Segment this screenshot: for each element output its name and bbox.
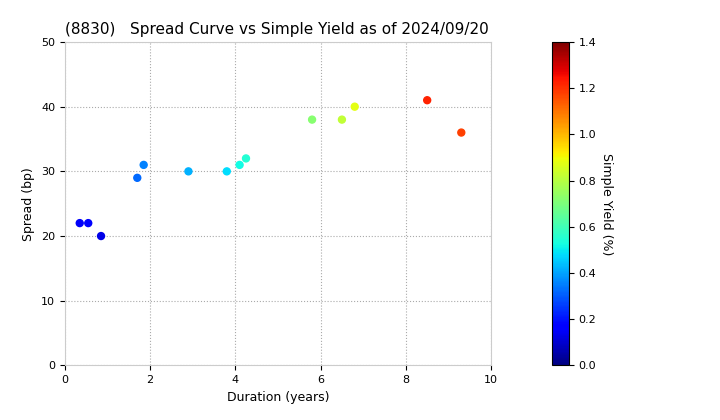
- Point: [456, 129, 467, 136]
- Y-axis label: Spread (bp): Spread (bp): [22, 167, 35, 241]
- Point: [234, 162, 246, 168]
- Text: (8830)   Spread Curve vs Simple Yield as of 2024/09/20: (8830) Spread Curve vs Simple Yield as o…: [65, 22, 489, 37]
- Point: [95, 233, 107, 239]
- Y-axis label: Simple Yield (%): Simple Yield (%): [600, 152, 613, 255]
- Point: [183, 168, 194, 175]
- Point: [240, 155, 252, 162]
- Point: [74, 220, 86, 226]
- X-axis label: Duration (years): Duration (years): [227, 391, 329, 404]
- Point: [421, 97, 433, 104]
- Point: [138, 162, 150, 168]
- Point: [83, 220, 94, 226]
- Point: [221, 168, 233, 175]
- Point: [306, 116, 318, 123]
- Point: [349, 103, 361, 110]
- Point: [336, 116, 348, 123]
- Point: [132, 174, 143, 181]
